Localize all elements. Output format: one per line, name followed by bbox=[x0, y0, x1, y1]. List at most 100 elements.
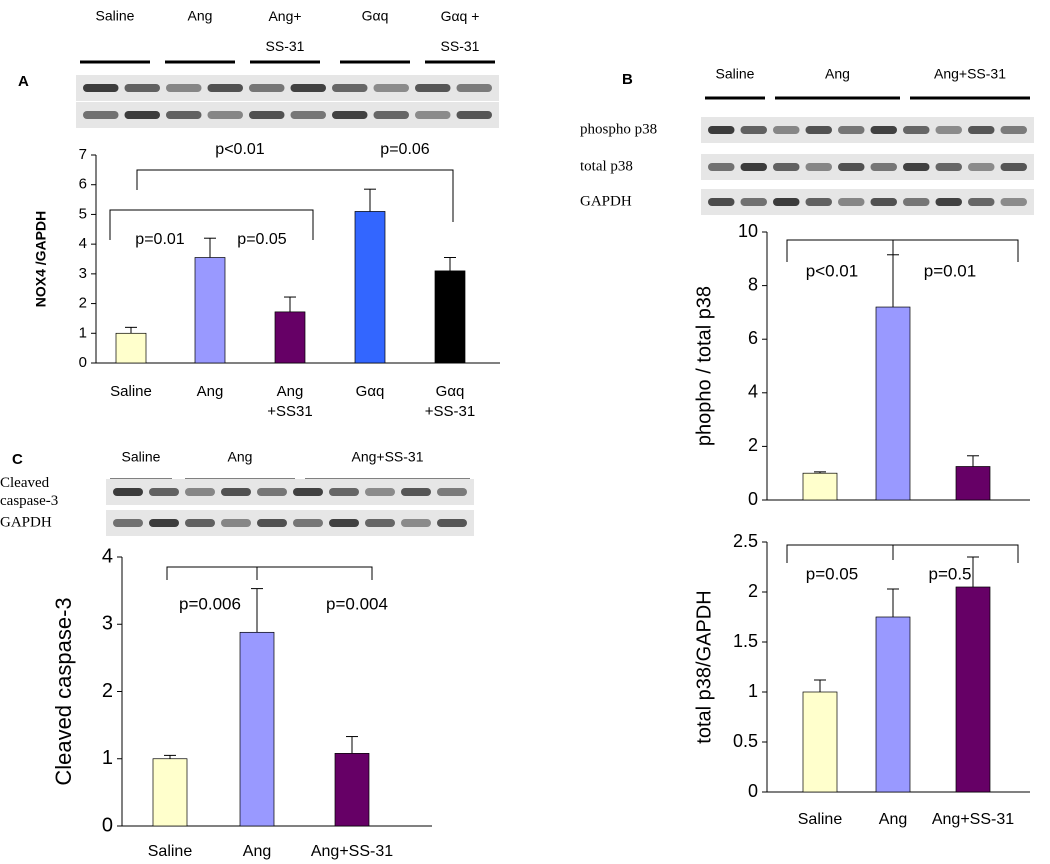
blot-band bbox=[185, 488, 215, 496]
blot-band bbox=[437, 519, 467, 527]
y-tick-label: 10 bbox=[738, 221, 758, 241]
y-tick-label: 1 bbox=[748, 681, 758, 701]
blot-band bbox=[903, 163, 930, 171]
annotation: p=0.5 bbox=[928, 564, 971, 583]
y-tick-label: 1.5 bbox=[733, 631, 758, 651]
blot-band bbox=[968, 126, 995, 134]
y-tick-label: 2 bbox=[79, 295, 87, 312]
panel-label: B bbox=[622, 71, 633, 88]
y-tick-label: 2 bbox=[102, 680, 113, 702]
bar bbox=[955, 586, 991, 793]
significance-bracket bbox=[786, 544, 1019, 563]
blot-band bbox=[415, 84, 451, 92]
blot-band bbox=[456, 84, 492, 92]
lane-label: Ang+SS-31 bbox=[934, 66, 1006, 82]
blot-band bbox=[870, 198, 897, 206]
row-label: Cleaved caspase-3 bbox=[0, 475, 58, 509]
blot-band bbox=[257, 519, 287, 527]
y-axis-label: Cleaved caspase-3 bbox=[51, 597, 76, 785]
x-tick-label: Ang+SS-31 bbox=[932, 811, 1014, 828]
blot-band bbox=[708, 163, 735, 171]
blot-band bbox=[935, 198, 962, 206]
bar bbox=[802, 691, 838, 793]
blot-band bbox=[456, 111, 492, 119]
y-tick-label: 4 bbox=[102, 545, 113, 567]
blot-band bbox=[293, 519, 323, 527]
blot-band bbox=[870, 163, 897, 171]
blot-band bbox=[903, 126, 930, 134]
bar bbox=[875, 306, 911, 501]
y-tick-label: 2.5 bbox=[733, 531, 758, 551]
blot-band bbox=[401, 519, 431, 527]
blot-band bbox=[113, 519, 143, 527]
annotation: p=0.06 bbox=[380, 141, 429, 158]
y-tick-label: 1 bbox=[102, 747, 113, 769]
blot-band bbox=[740, 126, 767, 134]
annotation: p=0.006 bbox=[179, 594, 241, 613]
annotation: p=0.01 bbox=[924, 261, 976, 280]
lane-label: Ang bbox=[188, 8, 213, 24]
blot-band bbox=[1000, 126, 1027, 134]
blot-band bbox=[290, 111, 326, 119]
blot-band bbox=[83, 111, 119, 119]
bar bbox=[239, 631, 275, 827]
bar bbox=[802, 472, 838, 501]
lane-label: Ang bbox=[825, 66, 850, 82]
blot-band bbox=[166, 111, 202, 119]
blot-band bbox=[838, 163, 865, 171]
x-tick-label: Gαq bbox=[356, 383, 385, 400]
blot-band bbox=[113, 488, 143, 496]
blot-band bbox=[332, 84, 368, 92]
blot-band bbox=[290, 84, 326, 92]
significance-bracket bbox=[786, 239, 1019, 262]
lane-label: Saline bbox=[716, 66, 755, 82]
blot-band bbox=[149, 488, 179, 496]
blot-band bbox=[373, 111, 409, 119]
lane-label: Ang bbox=[228, 449, 253, 465]
blot-band bbox=[1000, 163, 1027, 171]
y-tick-label: 0 bbox=[748, 489, 758, 509]
blot-band bbox=[838, 126, 865, 134]
blot-band bbox=[365, 519, 395, 527]
blot-band bbox=[329, 519, 359, 527]
x-tick-label: Ang+SS-31 bbox=[311, 843, 393, 860]
lane-label: Ang+SS-31 bbox=[352, 449, 424, 465]
blot-band bbox=[221, 488, 251, 496]
blot-band bbox=[166, 84, 202, 92]
blot-band bbox=[805, 163, 832, 171]
blot-band bbox=[805, 126, 832, 134]
annotation: p<0.01 bbox=[215, 141, 264, 158]
y-axis-label: total p38/GAPDH bbox=[693, 590, 715, 743]
annotation: p=0.05 bbox=[237, 231, 286, 248]
blot-band bbox=[249, 111, 285, 119]
blot-band bbox=[708, 198, 735, 206]
blot-band bbox=[207, 84, 243, 92]
panel-label: C bbox=[12, 451, 23, 468]
y-tick-label: 1 bbox=[79, 324, 87, 341]
lane-label: Gαq + SS-31 bbox=[441, 8, 480, 54]
annotation: p=0.004 bbox=[326, 594, 388, 613]
bar bbox=[354, 211, 386, 364]
blot-band bbox=[773, 163, 800, 171]
y-axis-label: phopho / total p38 bbox=[693, 286, 715, 446]
y-tick-label: 3 bbox=[79, 265, 87, 282]
blot-band bbox=[708, 126, 735, 134]
row-label: phospho p38 bbox=[580, 121, 657, 137]
x-tick-label: Ang bbox=[879, 811, 907, 828]
blot-band bbox=[740, 163, 767, 171]
y-tick-label: 0 bbox=[748, 781, 758, 801]
row-label: GAPDH bbox=[0, 514, 52, 530]
lane-label: Gαq bbox=[362, 8, 389, 24]
blot-band bbox=[968, 198, 995, 206]
blot-band bbox=[293, 488, 323, 496]
blot-band bbox=[1000, 198, 1027, 206]
bar bbox=[194, 257, 226, 364]
lane-label: Saline bbox=[96, 8, 135, 24]
y-tick-label: 0 bbox=[79, 354, 87, 371]
panel-label: A bbox=[18, 73, 29, 90]
y-axis-label: NOX4 /GAPDH bbox=[33, 211, 49, 307]
x-tick-label: Saline bbox=[110, 383, 152, 400]
x-tick-label: Gαq +SS-31 bbox=[425, 383, 475, 420]
bar bbox=[334, 753, 370, 827]
